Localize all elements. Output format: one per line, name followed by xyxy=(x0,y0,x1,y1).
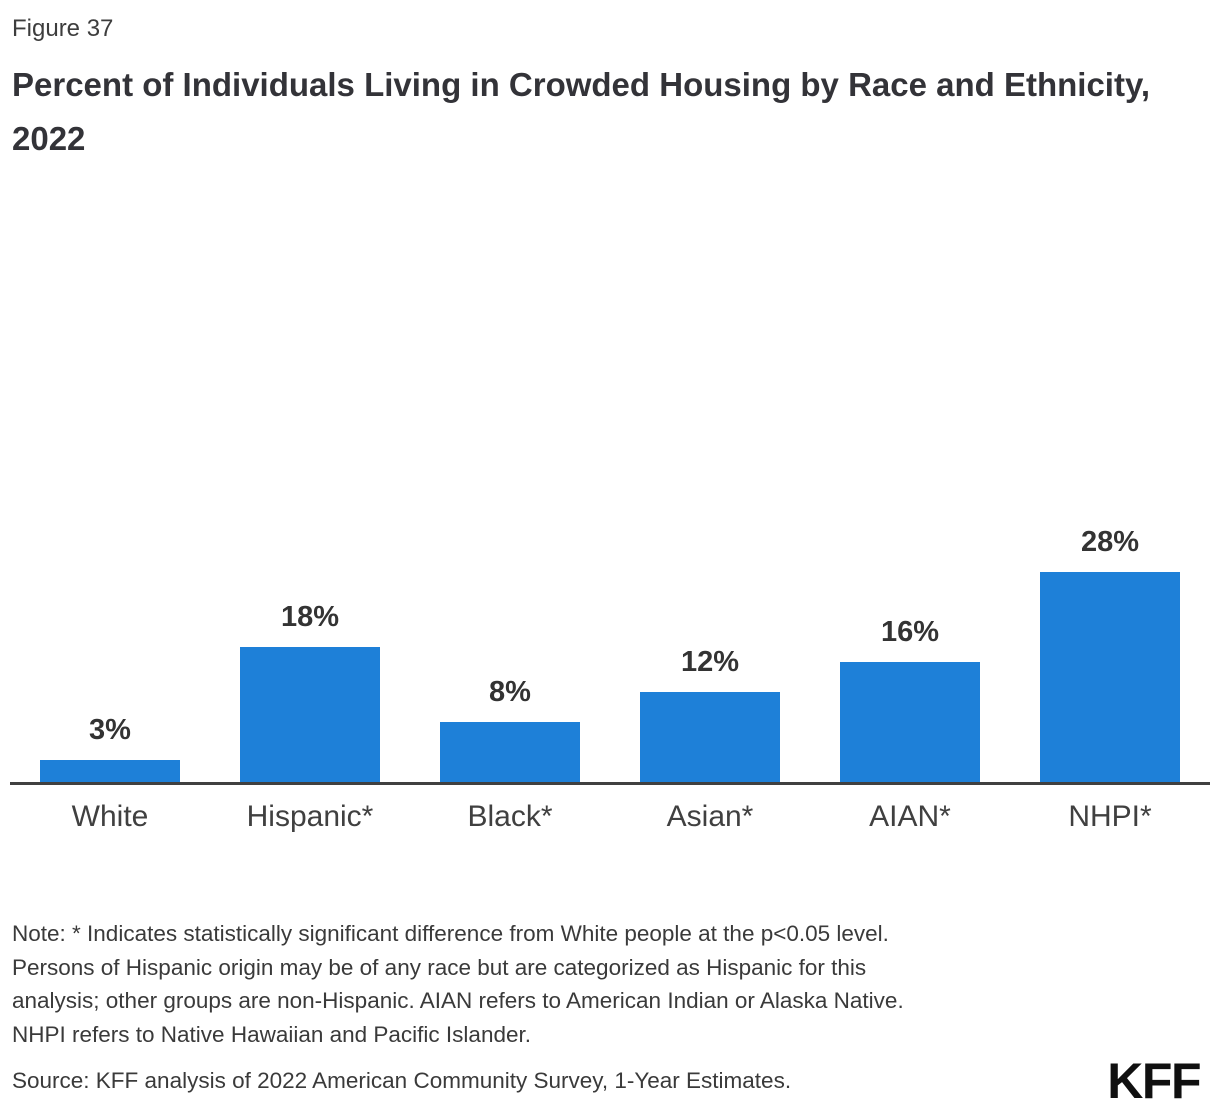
x-axis-label: Black* xyxy=(467,800,553,833)
chart-title: Percent of Individuals Living in Crowded… xyxy=(12,66,1151,157)
bar xyxy=(840,662,980,782)
bar-value-label: 8% xyxy=(489,676,531,708)
bar xyxy=(440,722,580,782)
x-axis-label: AIAN* xyxy=(869,800,951,833)
kff-logo: KFF xyxy=(1107,1053,1201,1109)
bar-value-label: 18% xyxy=(280,601,340,633)
x-axis-label: NHPI* xyxy=(1068,800,1152,833)
bar-column: 18% xyxy=(210,600,410,782)
bar-chart: 3% 18% 8% 12% 16% 28% White Hispanic* Black* Asi… xyxy=(0,526,1220,835)
note-line: NHPI refers to Native Hawaiian and Pacif… xyxy=(12,1021,531,1047)
bar xyxy=(1040,572,1180,782)
bar-value-label: 28% xyxy=(1080,526,1140,558)
bar-column: 16% xyxy=(810,615,1010,782)
figure-number: Figure 37 xyxy=(12,15,114,42)
bar-value-label: 12% xyxy=(680,646,740,678)
x-axis-label: White xyxy=(71,800,149,833)
note-line: analysis; other groups are non-Hispanic.… xyxy=(12,988,904,1013)
note-line: Persons of Hispanic origin may be of any… xyxy=(12,954,867,980)
chart-source: Source: KFF analysis of 2022 American Co… xyxy=(12,1068,792,1093)
bar-column: 12% xyxy=(610,645,810,782)
bar-value-label: 16% xyxy=(880,616,940,648)
bar xyxy=(640,692,780,782)
x-axis-label: Asian* xyxy=(666,800,754,833)
bar xyxy=(240,647,380,782)
chart-note: Note: * Indicates statistically signific… xyxy=(0,917,1220,1051)
chart-x-axis: White Hispanic* Black* Asian* AIAN* NHPI* xyxy=(10,782,1210,835)
bar-column: 8% xyxy=(410,675,610,782)
bar-column: 3% xyxy=(10,713,210,782)
x-axis-label: Hispanic* xyxy=(246,800,374,833)
bar xyxy=(40,759,180,782)
bar-value-label: 3% xyxy=(89,713,131,746)
chart-plot-area: 3% 18% 8% 12% 16% 28% xyxy=(10,526,1210,782)
bar-column: 28% xyxy=(1010,525,1210,782)
note-line: Note: * Indicates statistically signific… xyxy=(12,921,889,946)
